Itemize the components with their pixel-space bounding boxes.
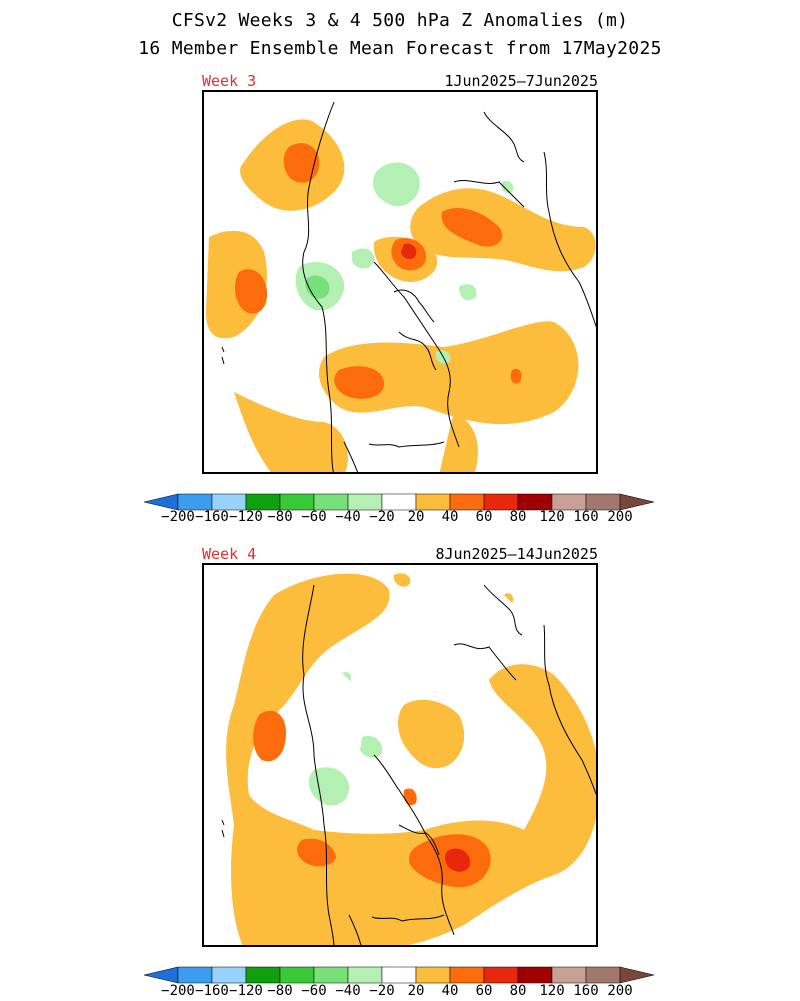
colorbar-bin	[177, 966, 213, 984]
colorbar-tick-label: 160	[573, 983, 599, 999]
chart-subtitle: 16 Member Ensemble Mean Forecast from 17…	[138, 38, 662, 59]
colorbar-tick-label: 160	[573, 509, 599, 525]
colorbar-bin	[211, 966, 247, 984]
colorbar-tick-label: −60	[301, 983, 327, 999]
colorbar-tick-label: 20	[407, 983, 425, 999]
coastlines	[221, 584, 596, 945]
negative-anomaly-40-regions	[305, 275, 330, 299]
colorbar-tick-label: 80	[509, 983, 527, 999]
colorbar-bin	[483, 493, 519, 511]
chart-title: CFSv2 Weeks 3 & 4 500 hPa Z Anomalies (m…	[171, 10, 629, 31]
positive-anomaly-20-regions	[206, 119, 596, 472]
colorbar-tick-label: 40	[441, 983, 459, 999]
colorbar-bin	[585, 493, 621, 511]
colorbar-tick-label: 200	[607, 983, 633, 999]
colorbar-tick-label: −80	[267, 509, 293, 525]
colorbar-tick-label: −200	[161, 983, 195, 999]
colorbar-tick-label: 60	[475, 509, 493, 525]
colorbar-bin	[449, 493, 485, 511]
colorbar-bin	[483, 966, 519, 984]
colorbar-bin	[381, 493, 417, 511]
colorbar-week3	[144, 492, 658, 512]
colorbar-bin	[347, 966, 383, 984]
colorbar-tick-label: 200	[607, 509, 633, 525]
colorbar-bin	[211, 493, 247, 511]
colorbar-bin	[551, 966, 587, 984]
positive-anomaly-60-regions	[401, 243, 417, 259]
panel1-date-range: 1Jun2025–7Jun2025	[444, 72, 598, 90]
colorbar-bin	[144, 493, 179, 511]
colorbar-tick-label: 120	[539, 983, 565, 999]
colorbar-bin	[347, 493, 383, 511]
colorbar-tick-label: −40	[335, 509, 361, 525]
colorbar-bin	[415, 966, 451, 984]
week3-anomaly-map	[202, 90, 598, 474]
colorbar-tick-label: −80	[267, 983, 293, 999]
colorbar-bin	[551, 493, 587, 511]
positive-anomaly-20-regions	[226, 573, 596, 945]
colorbar-tick-label: 80	[509, 509, 527, 525]
colorbar-bin	[517, 966, 553, 984]
panel1-week-label: Week 3	[202, 72, 257, 90]
colorbar-bin	[279, 493, 315, 511]
colorbar-tick-label: −160	[195, 983, 229, 999]
colorbar-bin	[619, 966, 655, 984]
colorbar-bin	[144, 966, 179, 984]
positive-anomaly-60-regions	[444, 848, 471, 872]
panel2-week-label: Week 4	[202, 545, 257, 563]
colorbar-tick-label: −20	[369, 983, 395, 999]
colorbar-bin	[619, 493, 655, 511]
colorbar-tick-label: −160	[195, 509, 229, 525]
colorbar-tick-label: −200	[161, 509, 195, 525]
colorbar-bin	[381, 966, 417, 984]
colorbar-tick-label: −40	[335, 983, 361, 999]
colorbar-bin	[517, 493, 553, 511]
negative-anomaly-20-regions	[308, 672, 383, 806]
colorbar-tick-label: 120	[539, 509, 565, 525]
colorbar-tick-label: −60	[301, 509, 327, 525]
colorbar-bin	[245, 493, 281, 511]
colorbar-week3-labels: −200 −160 −120 −80 −60 −40 −20 20 40 60 80 120 160 20…	[0, 509, 800, 527]
colorbar-week4-labels: −200 −160 −120 −80 −60 −40 −20 20 40 60 80 120 160 20…	[0, 983, 800, 1001]
week4-anomaly-map	[202, 563, 598, 947]
colorbar-bin	[279, 966, 315, 984]
colorbar-tick-label: −120	[229, 983, 263, 999]
colorbar-week4	[144, 965, 658, 985]
colorbar-bin	[313, 966, 349, 984]
colorbar-bin	[585, 966, 621, 984]
colorbar-bin	[245, 966, 281, 984]
colorbar-tick-label: 60	[475, 983, 493, 999]
colorbar-bin	[313, 493, 349, 511]
colorbar-tick-label: 40	[441, 509, 459, 525]
panel2-date-range: 8Jun2025–14Jun2025	[435, 545, 598, 563]
colorbar-bin	[449, 966, 485, 984]
colorbar-tick-label: −120	[229, 509, 263, 525]
colorbar-bin	[177, 493, 213, 511]
colorbar-tick-label: 20	[407, 509, 425, 525]
positive-anomaly-40-regions	[234, 143, 522, 399]
coastlines	[221, 101, 596, 472]
colorbar-tick-label: −20	[369, 509, 395, 525]
colorbar-bin	[415, 493, 451, 511]
